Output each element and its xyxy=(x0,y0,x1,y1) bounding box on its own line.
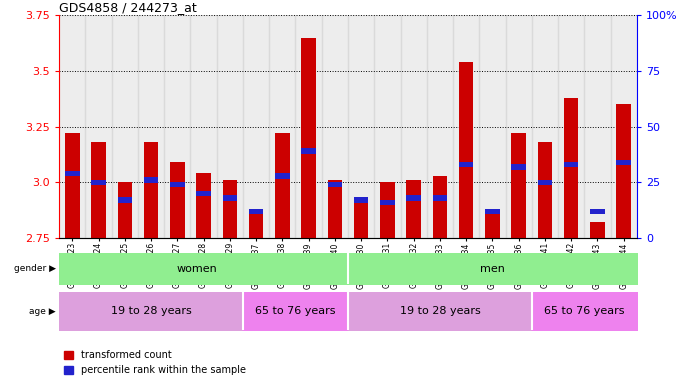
Legend: transformed count, percentile rank within the sample: transformed count, percentile rank withi… xyxy=(64,351,246,375)
Text: age ▶: age ▶ xyxy=(29,306,56,316)
Bar xyxy=(249,211,263,238)
Bar xyxy=(617,160,631,165)
Bar xyxy=(617,104,631,238)
Text: women: women xyxy=(177,264,217,274)
Bar xyxy=(505,15,532,238)
Bar xyxy=(144,177,158,183)
Bar xyxy=(91,142,106,238)
Bar xyxy=(485,211,500,238)
Bar xyxy=(196,191,211,196)
Text: 19 to 28 years: 19 to 28 years xyxy=(400,306,480,316)
Bar xyxy=(301,149,316,154)
Bar xyxy=(485,209,500,214)
Text: men: men xyxy=(480,264,505,274)
Bar xyxy=(322,15,348,238)
Bar xyxy=(91,180,106,185)
Text: 19 to 28 years: 19 to 28 years xyxy=(111,306,191,316)
Bar xyxy=(512,164,526,170)
Bar xyxy=(59,15,86,238)
Bar xyxy=(459,162,473,167)
Bar xyxy=(374,15,400,238)
Bar xyxy=(164,15,191,238)
Bar xyxy=(453,15,480,238)
Bar xyxy=(65,171,79,176)
Bar xyxy=(328,180,342,238)
Bar xyxy=(138,15,164,238)
Bar xyxy=(65,133,79,238)
Bar xyxy=(406,180,421,238)
Bar xyxy=(328,182,342,187)
Bar xyxy=(196,174,211,238)
Bar xyxy=(590,209,605,214)
Bar xyxy=(223,195,237,201)
Bar xyxy=(590,222,605,238)
Bar xyxy=(564,98,578,238)
Text: 65 to 76 years: 65 to 76 years xyxy=(544,306,624,316)
Bar xyxy=(223,180,237,238)
Bar xyxy=(380,182,395,238)
Bar xyxy=(118,197,132,203)
Bar xyxy=(512,133,526,238)
Bar xyxy=(296,15,322,238)
Bar xyxy=(269,15,296,238)
Bar xyxy=(610,15,637,238)
Text: gender ▶: gender ▶ xyxy=(14,264,56,273)
Bar xyxy=(243,15,269,238)
Bar xyxy=(301,38,316,238)
Bar xyxy=(111,15,138,238)
Bar xyxy=(433,176,447,238)
Bar xyxy=(400,15,427,238)
Text: 65 to 76 years: 65 to 76 years xyxy=(255,306,335,316)
Bar xyxy=(191,15,216,238)
Bar xyxy=(538,180,552,185)
Bar xyxy=(249,209,263,214)
Bar xyxy=(564,162,578,167)
Bar xyxy=(354,197,368,203)
Bar xyxy=(433,195,447,201)
Bar xyxy=(538,142,552,238)
Text: GDS4858 / 244273_at: GDS4858 / 244273_at xyxy=(59,1,197,14)
Bar xyxy=(558,15,585,238)
Bar xyxy=(348,15,374,238)
Bar xyxy=(480,15,505,238)
Bar xyxy=(216,15,243,238)
Bar xyxy=(275,133,290,238)
Bar xyxy=(427,15,453,238)
Bar xyxy=(380,200,395,205)
Bar xyxy=(459,62,473,238)
Bar xyxy=(170,182,184,187)
Bar xyxy=(86,15,111,238)
Bar xyxy=(275,173,290,179)
Bar xyxy=(585,15,610,238)
Bar xyxy=(144,142,158,238)
Bar xyxy=(354,198,368,238)
Bar xyxy=(532,15,558,238)
Bar xyxy=(406,195,421,201)
Bar xyxy=(170,162,184,238)
Bar xyxy=(118,182,132,238)
